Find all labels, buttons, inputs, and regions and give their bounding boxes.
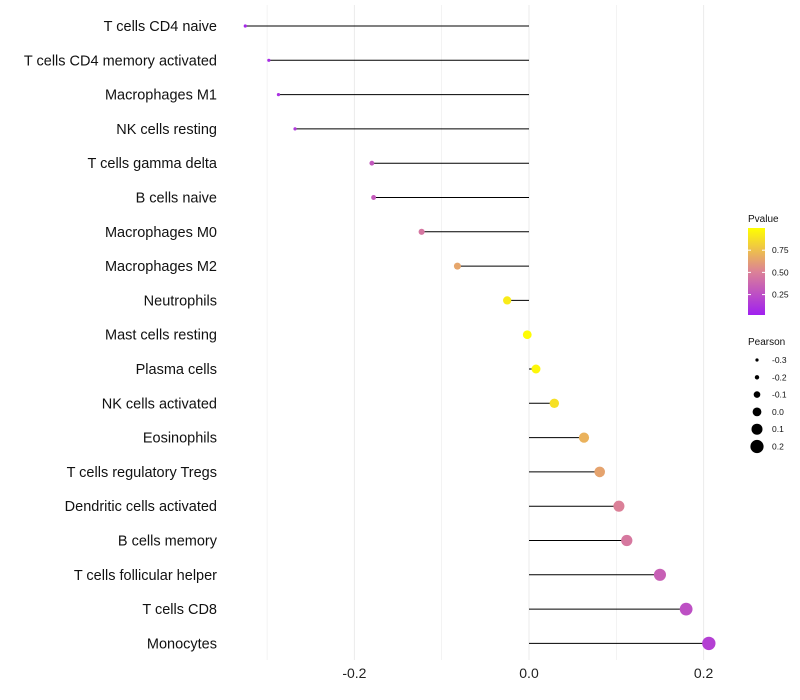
pearson-legend-label: -0.2 [772,372,787,382]
pvalue-legend: Pvalue 0.25 0.50 0.75 [748,214,789,315]
pvalue-legend-label: 0.50 [772,267,789,277]
category-label: T cells regulatory Tregs [67,465,217,481]
lollipop-point [276,93,281,97]
category-axis-labels: T cells CD4 naive T cells CD4 memory acti… [24,19,218,652]
lollipop-point [594,466,606,478]
category-label: Dendritic cells activated [65,499,217,515]
lollipop-point [578,432,590,443]
x-tick-label: 0.2 [694,665,714,681]
lollipop-point [371,195,377,200]
lollipop-point [293,127,297,131]
category-label: T cells gamma delta [88,156,218,172]
lollipop-point [522,330,532,340]
category-label: T cells CD8 [142,602,217,618]
category-label: Mast cells resting [105,328,217,344]
lollipop-points [243,24,716,651]
category-label: NK cells activated [102,396,217,412]
lollipop-point [267,58,271,62]
category-label: B cells naive [136,191,217,207]
lollipop-point [453,262,461,270]
x-axis-tick-labels: -0.2 0.0 0.2 [342,665,713,681]
x-tick-label: -0.2 [342,665,366,681]
pearson-legend-label: -0.3 [772,355,787,365]
pearson-legend-label: 0.0 [772,407,784,417]
pvalue-colorbar [748,228,765,315]
category-label: B cells memory [118,534,218,550]
pearson-legend-dot [755,358,759,362]
pearson-legend: Pearson -0.3 -0.2 -0.1 0.0 0.1 0.2 [748,337,787,454]
category-label: NK cells resting [116,122,217,138]
category-label: T cells CD4 memory activated [24,53,217,69]
pearson-legend-dot [753,391,761,398]
gridlines [266,5,705,660]
pearson-legend-dot [750,439,764,454]
pearson-legend-dot [754,375,760,380]
lollipop-point [702,636,716,651]
pvalue-legend-label: 0.75 [772,245,789,255]
category-label: Neutrophils [144,293,217,309]
pearson-legend-breaks: -0.3 -0.2 -0.1 0.0 0.1 0.2 [750,355,787,454]
pearson-legend-dot [752,407,762,417]
lollipop-point [531,364,541,374]
lollipop-point [369,160,375,166]
pearson-legend-dot [751,423,763,435]
category-label: Macrophages M2 [105,259,217,275]
pvalue-legend-breaks: 0.25 0.50 0.75 [748,245,789,300]
lollipop-point [503,296,512,305]
pearson-legend-label: 0.1 [772,424,784,434]
lollipop-point [549,398,560,409]
category-label: Macrophages M1 [105,88,217,104]
category-label: Macrophages M0 [105,225,217,241]
pearson-legend-label: 0.2 [772,442,784,452]
category-label: T cells CD4 naive [104,19,217,35]
category-label: T cells follicular helper [74,568,217,584]
category-label: Monocytes [147,636,217,652]
lollipop-stems [245,25,709,644]
pearson-legend-title: Pearson [748,337,785,348]
pvalue-legend-title: Pvalue [748,214,779,225]
lollipop-point [613,500,625,512]
category-label: Plasma cells [136,362,217,378]
pvalue-legend-label: 0.25 [772,290,789,300]
category-label: Eosinophils [143,431,217,447]
lollipop-point [653,568,666,581]
lollipop-point [621,534,633,547]
lollipop-point [418,228,425,235]
pearson-legend-label: -0.1 [772,390,787,400]
x-tick-label: 0.0 [519,665,539,681]
lollipop-point [679,602,693,616]
lollipop-point [243,24,247,28]
